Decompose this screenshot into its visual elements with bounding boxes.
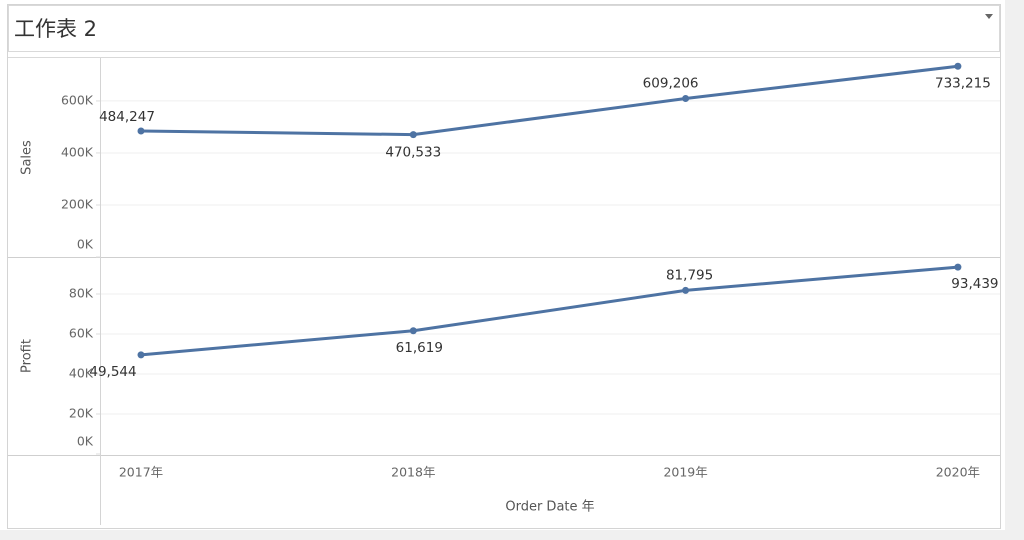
- bottom-gutter: [0, 530, 1024, 540]
- y-tick-label: 400K: [61, 144, 94, 159]
- y-tick-label: 0K: [77, 237, 94, 252]
- dropdown-arrow[interactable]: [985, 14, 993, 19]
- point: [409, 327, 417, 335]
- point: [409, 131, 417, 139]
- point: [137, 351, 145, 359]
- point: [137, 127, 145, 135]
- point: [954, 62, 962, 70]
- value-label: 609,206: [643, 76, 699, 92]
- y-tick-label: 60K: [69, 326, 94, 341]
- x-axis-title: Order Date 年: [505, 500, 594, 515]
- value-label: 61,619: [396, 340, 443, 356]
- sheet-frame: [7, 4, 1001, 529]
- y-tick-label: 0K: [77, 434, 94, 449]
- value-label: 470,533: [385, 145, 441, 161]
- y-axis-title: Profit: [20, 339, 35, 373]
- x-tick-label: 2018年: [391, 465, 435, 480]
- value-label: 49,544: [89, 364, 136, 380]
- point: [954, 263, 962, 271]
- y-tick-label: 40K: [69, 366, 94, 381]
- value-label: 93,439: [951, 276, 998, 292]
- sheet-title: 工作表 2: [14, 17, 97, 41]
- line: [140, 64, 959, 137]
- point: [682, 95, 690, 103]
- y-tick-label: 80K: [69, 286, 94, 301]
- line: [140, 265, 959, 357]
- value-label: 733,215: [935, 75, 991, 91]
- point: [682, 286, 690, 294]
- value-label: 484,247: [99, 109, 155, 125]
- x-tick-label: 2017年: [119, 465, 163, 480]
- right-gutter: [1005, 0, 1024, 540]
- y-tick-label: 20K: [69, 406, 94, 421]
- y-tick-label: 200K: [61, 196, 94, 211]
- y-tick-label: 600K: [61, 92, 94, 107]
- title-box: [8, 5, 1000, 52]
- y-axis-title: Sales: [20, 140, 35, 175]
- value-label: 81,795: [666, 267, 713, 283]
- x-tick-label: 2020年: [936, 465, 980, 480]
- x-tick-label: 2019年: [663, 465, 707, 480]
